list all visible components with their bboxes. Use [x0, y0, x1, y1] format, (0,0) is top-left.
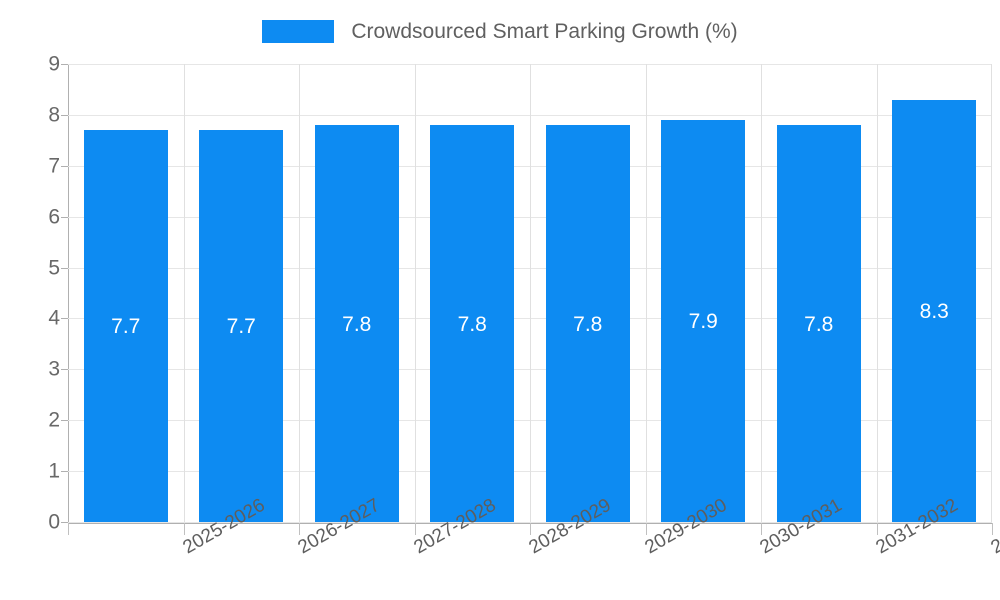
y-axis-tick-mark	[61, 267, 68, 269]
x-axis-tick-label: 2028-2029	[525, 494, 615, 559]
x-axis-tick-label: 2032-2033	[987, 494, 1000, 559]
legend-item-crowdsourced-smart-parking-growth[interactable]: Crowdsourced Smart Parking Growth (%)	[262, 19, 738, 43]
y-axis-tick-label: 0	[48, 510, 60, 534]
chart-legend: Crowdsourced Smart Parking Growth (%)	[0, 14, 1000, 48]
y-axis-tick-label: 2	[48, 408, 60, 432]
plot-area: 7.7 7.7 7.8 7.8 7.8 7.9 7.8 8.3	[68, 64, 992, 523]
bar[interactable]: 7.8	[314, 125, 399, 522]
y-axis-tick-label: 8	[48, 103, 60, 127]
y-axis-tick-mark	[61, 522, 68, 523]
bar-value-label: 7.8	[804, 312, 834, 336]
y-axis-tick-mark	[61, 165, 68, 167]
gridline-vertical	[761, 64, 762, 522]
x-axis-tick-mark	[299, 523, 300, 535]
y-axis-tick-mark	[61, 471, 68, 473]
bar[interactable]: 7.8	[776, 125, 861, 522]
bar-value-label: 7.8	[342, 312, 372, 336]
x-axis-tick-mark	[415, 523, 416, 535]
gridline-vertical	[530, 64, 531, 522]
x-axis-tick-label: 2026-2027	[294, 494, 384, 559]
y-axis-tick-label: 4	[48, 306, 60, 330]
bar[interactable]: 8.3	[892, 99, 977, 522]
bar-value-label: 7.7	[226, 315, 256, 339]
bar-value-label: 7.8	[457, 312, 487, 336]
bar[interactable]: 7.8	[430, 125, 515, 522]
x-axis-tick-mark	[646, 523, 647, 535]
y-axis-tick-mark	[61, 64, 68, 65]
x-axis-tick-mark	[877, 523, 878, 535]
bar[interactable]: 7.8	[545, 125, 630, 522]
x-axis-tick-mark	[530, 523, 531, 535]
y-axis-tick-mark	[61, 318, 68, 320]
x-axis-tick-mark	[992, 523, 993, 535]
gridline-vertical	[877, 64, 878, 522]
bar[interactable]: 7.7	[199, 130, 284, 522]
y-axis-line	[68, 64, 69, 523]
x-axis-tick-mark	[68, 523, 69, 535]
y-axis-tick-mark	[61, 114, 68, 116]
y-axis-tick-label: 9	[48, 52, 60, 76]
bar-value-label: 7.7	[111, 315, 141, 339]
legend-color-swatch-icon	[262, 19, 335, 43]
bar-value-label: 7.9	[688, 309, 718, 333]
x-axis-tick-mark	[761, 523, 762, 535]
y-axis-tick-mark	[61, 369, 68, 371]
x-axis-tick-label: 2030-2031	[756, 494, 846, 559]
x-axis-tick-label: 2029-2030	[641, 494, 731, 559]
bar-value-label: 8.3	[919, 299, 949, 323]
gridline-horizontal	[68, 522, 992, 523]
y-axis-tick-label: 5	[48, 256, 60, 280]
y-axis-tick-label: 6	[48, 205, 60, 229]
gridline-vertical	[646, 64, 647, 522]
gridline-vertical	[415, 64, 416, 522]
x-axis-tick-label: 2027-2028	[410, 494, 500, 559]
bar[interactable]: 7.7	[83, 130, 168, 522]
bar-value-label: 7.8	[573, 312, 603, 336]
x-axis-tick-label: 2031-2032	[872, 494, 962, 559]
y-axis-tick-label: 3	[48, 357, 60, 381]
bar[interactable]: 7.9	[661, 119, 746, 522]
x-axis-tick-mark	[184, 523, 185, 535]
x-axis-tick-label: 2025-2026	[179, 494, 269, 559]
gridline-vertical	[184, 64, 185, 522]
legend-item-label: Crowdsourced Smart Parking Growth (%)	[351, 19, 738, 43]
y-axis-tick-mark	[61, 216, 68, 218]
y-axis-tick-label: 1	[48, 459, 60, 483]
gridline-vertical	[991, 64, 992, 522]
y-axis-tick-mark	[61, 420, 68, 422]
gridline-vertical	[299, 64, 300, 522]
y-axis-tick-label: 7	[48, 154, 60, 178]
